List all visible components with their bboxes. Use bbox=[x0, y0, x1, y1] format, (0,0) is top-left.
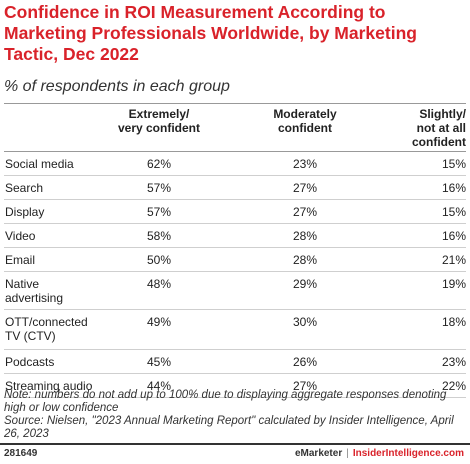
table-row: Video 58% 28% 16% bbox=[4, 224, 466, 248]
column-header-moderately-confident: Moderately confident bbox=[273, 107, 337, 135]
row-label: OTT/connected TV (CTV) bbox=[5, 315, 88, 343]
table-cell: 45% bbox=[146, 355, 172, 369]
table-cell: 16% bbox=[441, 229, 466, 243]
table-body: Social media 62% 23% 15% Search 57% 27% 16% Disp… bbox=[4, 152, 466, 398]
table-cell: 18% bbox=[441, 315, 466, 329]
footer: 281649 eMarketer | InsiderIntelligence.com bbox=[0, 443, 470, 464]
row-label: Search bbox=[5, 181, 44, 195]
table-cell: 50% bbox=[146, 253, 172, 267]
table-cell: 22% bbox=[441, 379, 466, 393]
table-row: Social media 62% 23% 15% bbox=[4, 152, 466, 176]
table-cell: 26% bbox=[292, 355, 318, 369]
table-cell: 29% bbox=[292, 277, 318, 291]
table-cell: 27% bbox=[292, 379, 318, 393]
brand-line: eMarketer | InsiderIntelligence.com bbox=[295, 445, 464, 462]
column-header-extremely-confident: Extremely/ very confident bbox=[117, 107, 201, 135]
brand-emarketer: eMarketer bbox=[294, 448, 343, 459]
table-cell: 23% bbox=[441, 355, 466, 369]
table-cell: 27% bbox=[292, 181, 318, 195]
table-cell: 15% bbox=[441, 157, 466, 171]
footnote: Note: numbers do not add up to 100% due … bbox=[4, 389, 466, 441]
row-label: Video bbox=[5, 229, 36, 243]
table-row: Podcasts 45% 26% 23% bbox=[4, 350, 466, 374]
table-row: OTT/connected TV (CTV) 49% 30% 18% bbox=[4, 310, 466, 350]
row-label: Native advertising bbox=[5, 277, 64, 305]
table-row: Streaming audio 44% 27% 22% bbox=[4, 374, 466, 398]
table-row: Native advertising 48% 29% 19% bbox=[4, 272, 466, 310]
data-table: Extremely/ very confident Moderately con… bbox=[4, 103, 466, 398]
chart-subtitle: % of respondents in each group bbox=[4, 78, 230, 95]
chart-title: Confidence in ROI Measurement According … bbox=[4, 2, 417, 64]
table-row: Search 57% 27% 16% bbox=[4, 176, 466, 200]
row-label: Podcasts bbox=[5, 355, 55, 369]
chart-id: 281649 bbox=[4, 448, 38, 459]
table-cell: 48% bbox=[146, 277, 172, 291]
table-cell: 57% bbox=[146, 181, 172, 195]
row-label: Streaming audio bbox=[5, 379, 93, 393]
table-cell: 49% bbox=[146, 315, 172, 329]
brand-insider-intelligence: InsiderIntelligence.com bbox=[352, 448, 464, 459]
row-label: Email bbox=[5, 253, 36, 267]
table-row: Email 50% 28% 21% bbox=[4, 248, 466, 272]
row-label: Social media bbox=[5, 157, 74, 171]
table-cell: 19% bbox=[441, 277, 466, 291]
table-cell: 58% bbox=[146, 229, 172, 243]
table-cell: 27% bbox=[292, 205, 318, 219]
brand-separator: | bbox=[346, 448, 349, 459]
table-cell: 28% bbox=[292, 229, 318, 243]
row-label: Display bbox=[5, 205, 45, 219]
table-cell: 62% bbox=[146, 157, 172, 171]
table-row: Display 57% 27% 15% bbox=[4, 200, 466, 224]
note-text: Note: numbers do not add up to 100% due … bbox=[4, 389, 447, 414]
table-cell: 28% bbox=[292, 253, 318, 267]
table-cell: 21% bbox=[441, 253, 466, 267]
table-cell: 23% bbox=[292, 157, 318, 171]
table-cell: 44% bbox=[146, 379, 172, 393]
table-cell: 15% bbox=[441, 205, 466, 219]
column-header-slightly-confident: Slightly/ not at all confident bbox=[412, 107, 466, 149]
table-cell: 30% bbox=[292, 315, 318, 329]
table-cell: 16% bbox=[441, 181, 466, 195]
table-header: Extremely/ very confident Moderately con… bbox=[4, 104, 466, 152]
table-cell: 57% bbox=[146, 205, 172, 219]
source-text: Source: Nielsen, "2023 Annual Marketing … bbox=[4, 415, 454, 440]
